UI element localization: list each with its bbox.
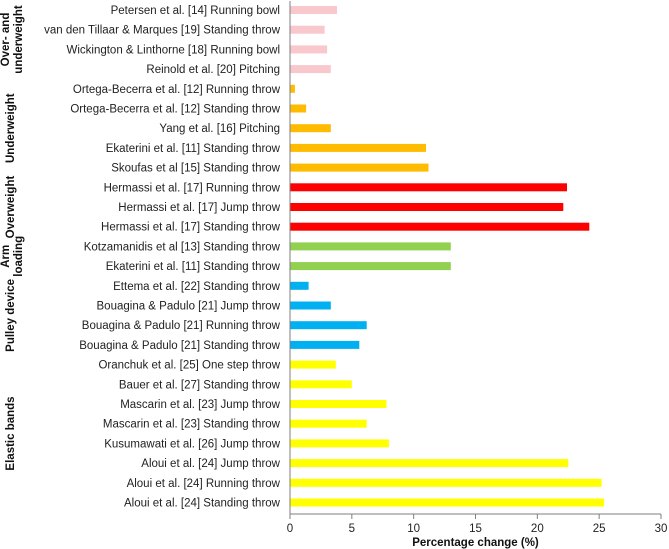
x-tick-label: 30 bbox=[655, 523, 668, 535]
category-label: Bouagina & Padulo [21] Standing throw bbox=[79, 340, 280, 352]
bar bbox=[290, 281, 309, 290]
category-label: Petersen et al. [14] Running bowl bbox=[111, 5, 280, 17]
bars bbox=[290, 6, 605, 507]
x-tick-label: 15 bbox=[469, 523, 482, 535]
bar bbox=[290, 183, 567, 192]
bar bbox=[290, 25, 325, 34]
bar bbox=[290, 380, 352, 389]
category-labels: Petersen et al. [14] Running bowl van den… bbox=[44, 5, 281, 510]
bar bbox=[290, 262, 451, 271]
category-label: Ettema et al. [22] Standing throw bbox=[113, 281, 281, 293]
category-label: van den Tillaar & Marques [19] Standing … bbox=[44, 25, 281, 37]
group-label: Underweight bbox=[5, 93, 17, 163]
x-tick-label: 0 bbox=[287, 523, 293, 535]
group-label: Elastic bands bbox=[5, 396, 17, 470]
category-label: Hermassi et al. [17] Jump throw bbox=[118, 202, 280, 214]
category-label: Ortega-Becerra et al. [12] Standing thro… bbox=[70, 104, 280, 116]
category-label: Kotzamanidis et al [13] Standing throw bbox=[84, 241, 281, 253]
group-labels: Over- and underweight Underweight Overweigh… bbox=[0, 5, 25, 470]
category-label: Skoufas et al [15] Standing throw bbox=[111, 163, 280, 175]
category-label: Yang et al. [16] Pitching bbox=[159, 123, 280, 135]
bar bbox=[290, 301, 331, 310]
category-label: Hermassi et al. [17] Running throw bbox=[104, 182, 281, 194]
category-label: Wickington & Linthorne [18] Running bowl bbox=[66, 44, 280, 56]
group-label: Pulley device bbox=[5, 279, 17, 352]
category-label: Hermassi et al. [17] Standing throw bbox=[101, 222, 281, 234]
group-label-line: Over- and bbox=[0, 13, 12, 67]
category-label: Kusumawati et al. [26] Jump throw bbox=[104, 438, 280, 450]
x-tick-label: 25 bbox=[593, 523, 606, 535]
group-label-line: underweight bbox=[13, 5, 25, 74]
bar bbox=[290, 478, 602, 487]
bar bbox=[290, 242, 451, 251]
category-label: Ekaterini et al. [11] Standing throw bbox=[106, 261, 281, 273]
bar bbox=[290, 360, 336, 369]
category-label: Aloui et al. [24] Jump throw bbox=[141, 458, 280, 470]
x-ticks: 0 5 10 15 20 25 30 bbox=[287, 514, 668, 535]
category-label: Oranchuk et al. [25] One step throw bbox=[98, 360, 280, 372]
bar bbox=[290, 222, 590, 231]
category-label: Reinold et al. [20] Pitching bbox=[146, 64, 280, 76]
bar bbox=[290, 45, 328, 54]
bar bbox=[290, 419, 367, 428]
group-label-line: Arm bbox=[0, 245, 12, 268]
bar bbox=[290, 400, 387, 408]
x-tick-label: 20 bbox=[531, 523, 544, 535]
group-label: Overweight bbox=[5, 176, 17, 239]
x-axis-title: Percentage change (%) bbox=[412, 537, 539, 549]
category-label: Aloui et al. [24] Running throw bbox=[127, 478, 281, 490]
group-label-line: Elastic bands bbox=[5, 396, 17, 470]
category-label: Bauer et al. [27] Standing throw bbox=[119, 379, 281, 391]
group-label-line: Overweight bbox=[5, 176, 17, 239]
category-label: Aloui et al. [24] Standing throw bbox=[124, 498, 281, 510]
bar bbox=[290, 340, 360, 349]
group-label-line: Pulley device bbox=[5, 279, 17, 352]
x-tick-label: 10 bbox=[407, 523, 420, 535]
group-label: Arm loading bbox=[0, 236, 25, 277]
category-label: Bouagina & Padulo [21] Running throw bbox=[82, 320, 281, 332]
bar bbox=[290, 163, 429, 172]
category-label: Mascarin et al. [23] Jump throw bbox=[120, 399, 280, 411]
category-label: Bouagina & Padulo [21] Jump throw bbox=[97, 301, 281, 313]
bar bbox=[290, 203, 564, 211]
bar bbox=[290, 439, 389, 448]
group-label-line: Underweight bbox=[5, 93, 17, 163]
bar bbox=[290, 459, 569, 468]
bar bbox=[290, 498, 605, 507]
bar bbox=[290, 124, 331, 133]
category-label: Mascarin et al. [23] Standing throw bbox=[103, 419, 281, 431]
bar bbox=[290, 6, 337, 14]
category-label: Ekaterini et al. [11] Standing throw bbox=[106, 143, 281, 155]
x-tick-label: 5 bbox=[349, 523, 355, 535]
bar bbox=[290, 84, 295, 93]
category-label: Ortega-Becerra et al. [12] Running throw bbox=[73, 84, 281, 96]
bar bbox=[290, 104, 307, 113]
bar bbox=[290, 65, 331, 74]
bar bbox=[290, 321, 367, 330]
group-label: Over- and underweight bbox=[0, 5, 25, 74]
group-label-line: loading bbox=[13, 236, 25, 277]
bar bbox=[290, 143, 426, 152]
